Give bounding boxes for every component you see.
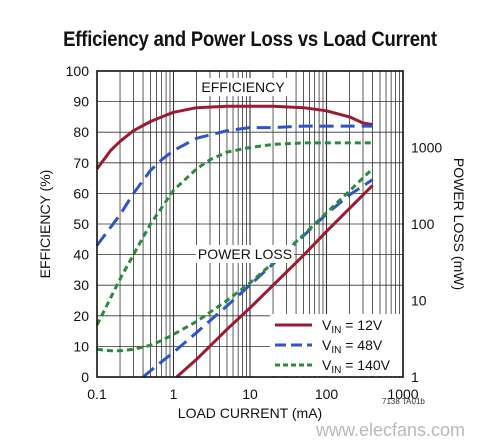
series-line-efficiency-1: [95, 124, 373, 247]
series-line-power_loss-0: [175, 184, 374, 379]
chart-title: Efficiency and Power Loss vs Load Curren…: [63, 28, 437, 51]
y-left-tick-label: 40: [73, 247, 89, 263]
plot-frame: [96, 70, 404, 378]
watermark: www.elecfans.com: [315, 420, 465, 440]
y-axis-label-right: POWER LOSS (mW): [451, 158, 467, 290]
series-layer: [95, 104, 374, 379]
x-tick-label: 1000: [387, 386, 418, 402]
x-tick-label: 10: [242, 386, 258, 402]
legend-label: VIN = 140V: [322, 357, 391, 376]
x-tick-label: 0.1: [87, 386, 107, 402]
x-tick-label: 1: [170, 386, 178, 402]
series-line-power_loss-2: [96, 167, 374, 353]
y-left-tick-label: 10: [73, 338, 89, 354]
legend-label: VIN = 48V: [322, 337, 383, 356]
series-line-efficiency-2: [95, 141, 373, 326]
y-right-tick-label: 1000: [411, 140, 442, 156]
y-axis-label-left: EFFICIENCY (%): [37, 170, 53, 279]
y-left-tick-label: 0: [81, 369, 89, 385]
y-right-tick-label: 1: [411, 369, 419, 385]
y-right-tick-label: 10: [411, 293, 427, 309]
y-left-tick-label: 100: [66, 63, 90, 79]
y-right-tick-label: 100: [411, 216, 435, 232]
tick-labels: 0.1 1 10 100 1000010203040506070809010011010…: [66, 63, 443, 402]
efficiency-annotation: EFFICIENCY: [201, 79, 285, 95]
y-left-tick-label: 90: [73, 94, 89, 110]
figure-code: 7138 TA01b: [382, 397, 425, 406]
y-left-tick-label: 80: [73, 124, 89, 140]
series-line-power_loss-1: [142, 178, 374, 379]
x-tick-label: 100: [315, 386, 339, 402]
grid: [97, 71, 403, 377]
power-loss-annotation: POWER LOSS: [198, 246, 292, 262]
efficiency-annotation-bg: [198, 78, 288, 96]
y-left-tick-label: 70: [73, 155, 89, 171]
y-left-tick-label: 30: [73, 277, 89, 293]
y-left-tick-label: 50: [73, 216, 89, 232]
y-left-tick-label: 60: [73, 185, 89, 201]
x-axis-label: LOAD CURRENT (mA): [178, 405, 322, 421]
legend-label: VIN = 12V: [322, 317, 383, 336]
power-loss-annotation-bg: [196, 245, 294, 263]
series-line-efficiency-0: [95, 104, 373, 170]
y-left-tick-label: 20: [73, 308, 89, 324]
